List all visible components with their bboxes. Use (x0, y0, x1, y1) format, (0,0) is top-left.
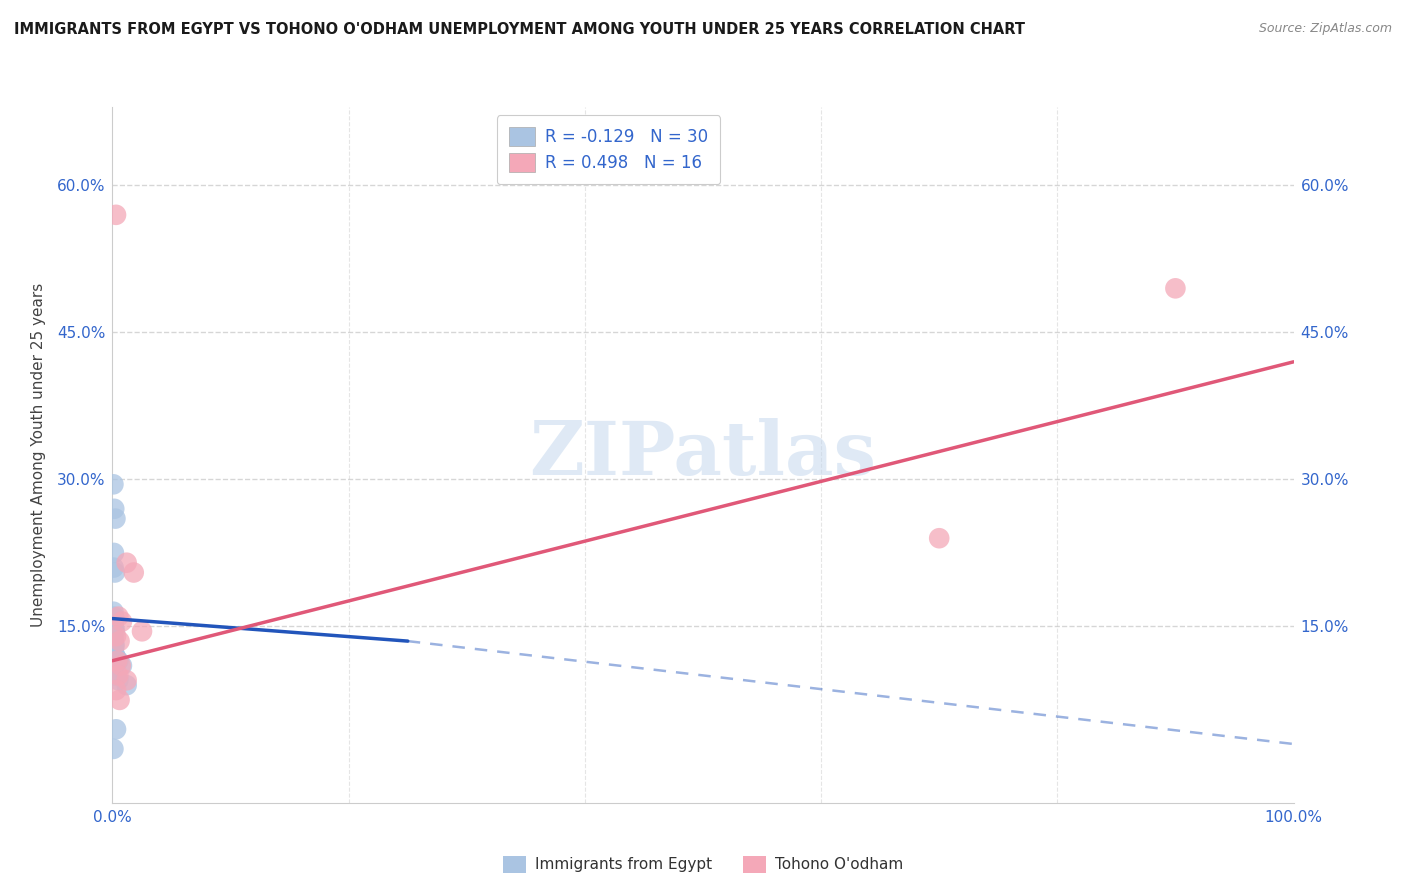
Point (111, 658, 134, 673)
Point (103, 617, 125, 632)
Point (104, 648, 127, 663)
Text: Source: ZipAtlas.com: Source: ZipAtlas.com (1258, 22, 1392, 36)
Point (1164, 281, 1187, 295)
Point (107, 654, 129, 668)
Point (131, 624, 153, 639)
Y-axis label: Unemployment Among Youth under 25 years: Unemployment Among Youth under 25 years (31, 283, 46, 627)
Point (104, 611, 127, 625)
Point (108, 693, 131, 707)
Point (103, 621, 125, 635)
Point (103, 546, 125, 560)
Point (104, 566, 127, 580)
Point (105, 208, 128, 222)
Point (107, 673, 129, 688)
Point (103, 619, 125, 633)
Point (103, 634, 125, 648)
Legend: Immigrants from Egypt, Tohono O'odham: Immigrants from Egypt, Tohono O'odham (496, 850, 910, 879)
Point (111, 615, 134, 629)
Text: ZIPatlas: ZIPatlas (530, 418, 876, 491)
Point (103, 609, 125, 624)
Point (105, 650, 128, 665)
Point (103, 501, 125, 516)
Point (115, 678, 138, 692)
Point (103, 640, 125, 655)
Point (103, 631, 125, 645)
Point (110, 658, 132, 673)
Point (103, 477, 125, 491)
Point (103, 560, 125, 574)
Point (105, 723, 128, 737)
Point (103, 605, 125, 619)
Point (105, 629, 128, 643)
Point (104, 639, 127, 653)
Point (115, 556, 138, 570)
Point (103, 637, 125, 651)
Text: IMMIGRANTS FROM EGYPT VS TOHONO O'ODHAM UNEMPLOYMENT AMONG YOUTH UNDER 25 YEARS : IMMIGRANTS FROM EGYPT VS TOHONO O'ODHAM … (14, 22, 1025, 37)
Point (104, 624, 127, 639)
Point (103, 647, 125, 661)
Point (108, 634, 131, 648)
Point (105, 683, 128, 698)
Point (122, 566, 145, 580)
Point (104, 511, 127, 525)
Point (115, 673, 138, 688)
Point (105, 654, 128, 668)
Point (103, 668, 125, 682)
Point (107, 609, 129, 624)
Point (928, 531, 950, 545)
Point (103, 742, 125, 756)
Point (103, 664, 125, 678)
Point (103, 644, 125, 658)
Point (107, 668, 129, 682)
